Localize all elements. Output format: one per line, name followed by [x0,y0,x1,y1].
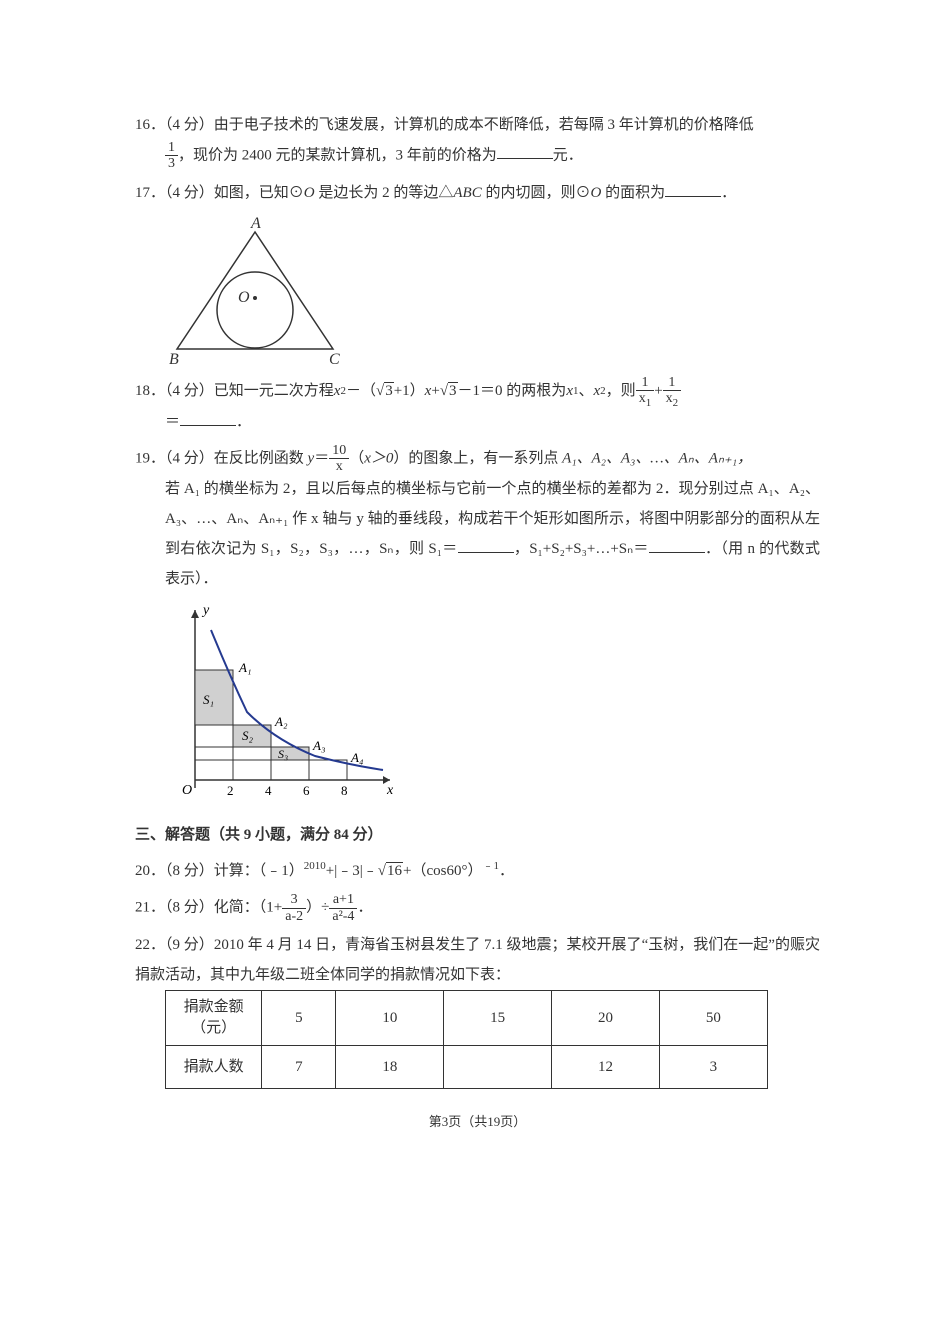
q17-diagram: A B C O [165,214,820,369]
q21-label: 21．（8 分） [135,900,214,916]
question-17: 17．（4 分）如图，已知⊙O 是边长为 2 的等边△ABC 的内切圆，则⊙O … [135,178,820,369]
section-3-header: 三、解答题（共 9 小题，满分 84 分） [135,820,820,850]
question-18: 18．（4 分） 已知一元二次方程 x2 －（ 3 +1） x + 3 －1＝0… [135,375,820,437]
q19-diagram: y x O 2 4 6 8 A₁ A₂ [165,600,820,810]
svg-text:S₁: S₁ [203,692,214,707]
question-19: 19．（4 分）在反比例函数 y＝10x（x＞0）的图象上，有一系列点 A₁、A… [135,443,820,811]
svg-text:x: x [386,783,394,798]
diagram-label-A: A [250,215,261,232]
q16-label: 16．（4 分） [135,117,214,133]
q18-blank [180,411,236,426]
q16-text-c: 元． [553,147,583,163]
svg-text:O: O [182,783,192,798]
svg-text:S₂: S₂ [242,728,254,743]
svg-text:4: 4 [265,783,272,798]
diagram-label-O: O [238,289,250,306]
q22-label: 22．（9 分） [135,937,214,953]
question-20: 20．（8 分）计算：（﹣1）2010+|﹣3|﹣16+（cos60°）﹣1． [135,856,820,886]
donation-table: 捐款金额（元） 5 10 15 20 50 捐款人数 7 18 12 3 [165,990,768,1089]
q17-blank [665,182,721,197]
question-22: 22．（9 分）2010 年 4 月 14 日，青海省玉树县发生了 7.1 级地… [135,930,820,1089]
page: 16．（4 分）由于电子技术的飞速发展，计算机的成本不断降低，若每隔 3 年计算… [0,0,950,1175]
svg-text:A₃: A₃ [312,738,325,753]
page-footer: 第3页（共19页） [135,1109,820,1135]
svg-text:A₄: A₄ [350,750,364,765]
q16-text-a: 由于电子技术的飞速发展，计算机的成本不断降低，若每隔 3 年计算机的价格降低 [214,117,754,133]
table-row: 捐款人数 7 18 12 3 [166,1046,768,1089]
diagram-label-C: C [329,351,340,368]
q17-label: 17．（4 分） [135,185,214,201]
question-21: 21．（8 分）化简：（1+3a-2）÷a+1a²-4． [135,892,820,924]
table-row: 捐款金额（元） 5 10 15 20 50 [166,991,768,1046]
svg-text:8: 8 [341,783,348,798]
svg-text:A₁: A₁ [238,660,251,675]
svg-text:6: 6 [303,783,310,798]
q18-frac2: 1 x2 [663,375,682,407]
q16-text-b: ，现价为 2400 元的某款计算机，3 年前的价格为 [178,147,497,163]
q16-fraction: 1 3 [165,140,178,172]
q19-blank-2 [649,539,705,554]
q19-blank-1 [458,539,514,554]
question-16: 16．（4 分）由于电子技术的飞速发展，计算机的成本不断降低，若每隔 3 年计算… [135,110,820,172]
svg-text:2: 2 [227,783,234,798]
svg-text:S₃: S₃ [278,747,288,761]
svg-text:A₂: A₂ [274,714,288,729]
svg-text:y: y [201,603,210,618]
q16-blank [497,145,553,160]
diagram-label-B: B [169,351,179,368]
q19-label: 19．（4 分） [135,450,214,466]
q20-label: 20．（8 分） [135,863,214,879]
q18-label: 18．（4 分） [135,376,214,406]
q18-frac1: 1 x1 [636,375,655,407]
